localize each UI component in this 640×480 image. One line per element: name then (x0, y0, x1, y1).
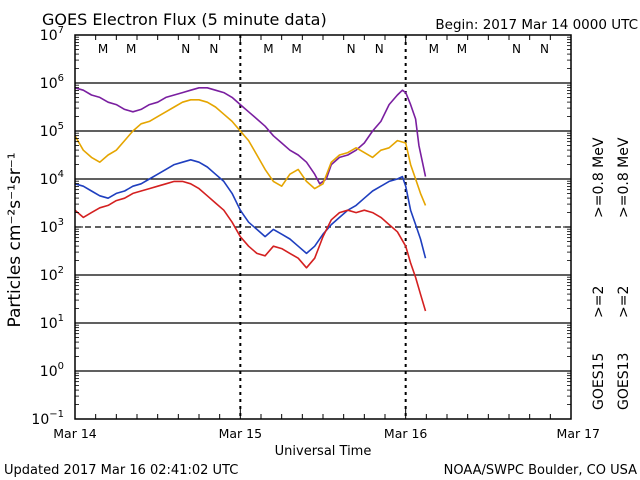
legend-label: >=2 (616, 286, 632, 318)
series-line-3 (74, 180, 427, 312)
mn-marker: N (375, 42, 384, 56)
gridlines (75, 82, 571, 372)
x-tick-label: Mar 17 (557, 426, 600, 441)
y-tick-label: 101 (40, 313, 64, 332)
mn-marker: M (429, 42, 439, 56)
y-tick-label: 106 (40, 73, 64, 92)
y-tick-label: 107 (40, 25, 64, 44)
mn-marker: N (181, 42, 190, 56)
x-axis-label: Universal Time (275, 444, 372, 459)
y-tick-label: 10−1 (31, 409, 64, 428)
legend-label: >=0.8 MeV (616, 137, 632, 218)
mn-marker: N (512, 42, 521, 56)
mn-marker: N (347, 42, 356, 56)
legend-label: >=2 (591, 286, 607, 318)
mn-marker: N (209, 42, 218, 56)
mn-marker: M (98, 42, 108, 56)
legend-label: GOES13 (616, 353, 632, 410)
y-tick-label: 104 (40, 169, 64, 188)
series-group (74, 87, 427, 312)
mn-marker: M (126, 42, 136, 56)
right-legend: GOES15 >=2 >=0.8 MeV GOES13 >=2 >=0.8 MeV (591, 137, 632, 410)
x-tick-label: Mar 15 (219, 426, 262, 441)
mn-marker: N (540, 42, 549, 56)
day-boundary-ticks (239, 35, 407, 419)
credit-label: NOAA/SWPC Boulder, CO USA (444, 463, 637, 478)
y-tick-label: 102 (40, 265, 64, 284)
mn-marker: M (291, 42, 301, 56)
series-line-0 (74, 87, 427, 185)
y-axis-ticks: 107 106 105 104 103 102 101 100 10−1 (31, 25, 571, 428)
y-axis-label: Particles cm⁻²s⁻¹sr⁻¹ (5, 152, 25, 327)
updated-timestamp: Updated 2017 Mar 16 02:41:02 UTC (4, 463, 238, 478)
y-tick-label: 105 (40, 121, 64, 140)
x-tick-label: Mar 16 (384, 426, 428, 441)
mn-marker: M (263, 42, 273, 56)
legend-label: GOES15 (591, 353, 607, 410)
y-tick-label: 103 (40, 217, 64, 236)
x-axis-ticks: Mar 14 Mar 15 Mar 16 Mar 17 (53, 35, 600, 441)
chart-title: GOES Electron Flux (5 minute data) (42, 10, 327, 29)
series-line-1 (74, 99, 427, 206)
y-tick-label: 100 (40, 361, 64, 380)
x-tick-label: Mar 14 (53, 426, 97, 441)
begin-time-label: Begin: 2017 Mar 14 0000 UTC (435, 17, 638, 33)
series-line-2 (74, 159, 427, 259)
legend-label: >=0.8 MeV (591, 137, 607, 218)
mn-marker: M (457, 42, 467, 56)
